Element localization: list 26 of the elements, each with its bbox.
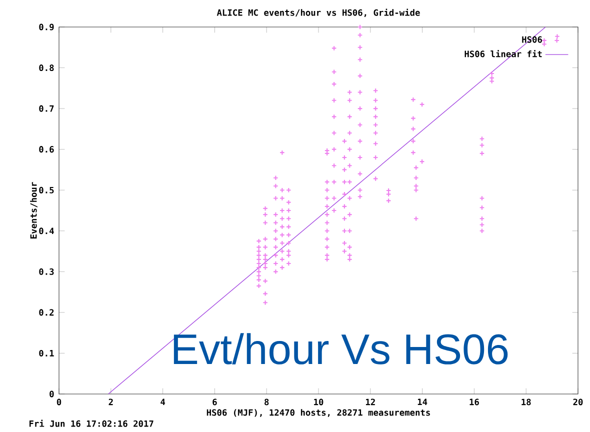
y-tick-label: 0 [50, 390, 54, 398]
x-tick-label: 12 [366, 398, 375, 406]
x-tick-label: 10 [314, 398, 324, 406]
annotation: Evt/hour Vs HS06 [174, 333, 508, 364]
x-tick-label: 18 [522, 398, 531, 406]
y-axis-title: Events/hour [30, 182, 38, 238]
x-tick-label: 6 [212, 398, 217, 406]
y-tick-label: 0.3 [39, 268, 54, 275]
x-tick-label: 0 [56, 398, 62, 406]
y-tick-label: 0.8 [39, 64, 54, 72]
chart-title: ALICE MC events/hour vs HS06, Grid-wide [216, 8, 420, 17]
y-tick-label: 0.6 [39, 146, 54, 153]
x-tick-label: 8 [264, 398, 269, 406]
y-tick-label: 0.1 [39, 350, 54, 356]
x-tick-label: 2 [108, 398, 113, 406]
x-tick-label: 16 [470, 398, 479, 406]
y-tick-label: 0.5 [39, 186, 54, 194]
y-tick-label: 0.9 [39, 24, 54, 30]
y-tick-label: 0.2 [39, 309, 54, 316]
text: Fri Jun 16 17:02:16 2017 [29, 420, 154, 427]
y-tick-label: 0.4 [39, 228, 54, 234]
y-tick-label: 0.7 [39, 105, 54, 112]
x-tick-label: 14 [418, 398, 428, 406]
x-tick-label: 20 [573, 398, 583, 406]
x-axis-title: HS06 (MJF), 12470 hosts, 28271 measurements [206, 409, 430, 417]
x-tick-label: 4 [160, 398, 166, 406]
